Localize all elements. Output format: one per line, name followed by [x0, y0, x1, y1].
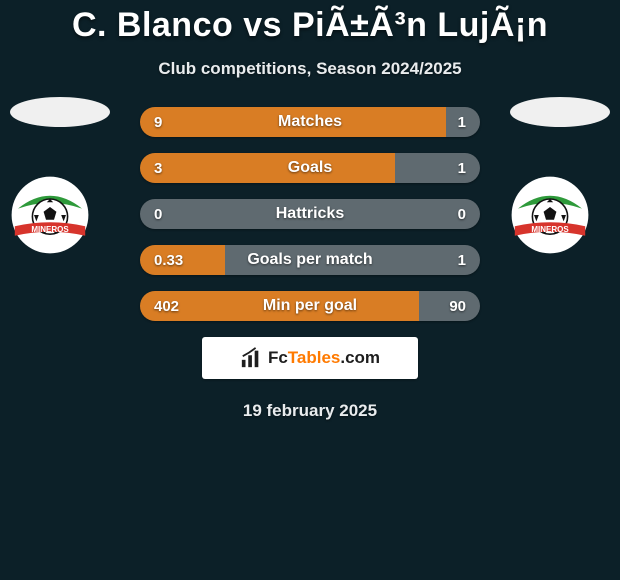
stat-bar-right [446, 107, 480, 137]
svg-text:MINEROS: MINEROS [531, 225, 569, 234]
stat-bar-left [140, 245, 225, 275]
subtitle: Club competitions, Season 2024/2025 [0, 59, 620, 79]
stat-row: 91Matches [140, 107, 480, 137]
stat-bar-left [140, 291, 419, 321]
stat-row: 0.331Goals per match [140, 245, 480, 275]
stat-bar-right [419, 291, 480, 321]
brand-part-a: Fc [268, 348, 288, 367]
svg-text:MINEROS: MINEROS [31, 225, 69, 234]
chart-icon [240, 347, 262, 369]
crest-left: MINEROS [10, 175, 90, 255]
player-left-portrait [10, 97, 110, 127]
stat-bar-right [140, 199, 480, 229]
brand-box: FcTables.com [202, 337, 418, 379]
brand-part-b: Tables [288, 348, 341, 367]
stat-row: 31Goals [140, 153, 480, 183]
player-left-slot: MINEROS [10, 97, 110, 260]
stat-row: 00Hattricks [140, 199, 480, 229]
page-title: C. Blanco vs PiÃ±Ã³n LujÃ¡n [0, 6, 620, 45]
comparison-block: MINEROS MINEROS [0, 107, 620, 421]
stat-bar-left [140, 107, 446, 137]
player-right-portrait [510, 97, 610, 127]
brand-part-c: .com [340, 348, 380, 367]
brand-text: FcTables.com [268, 348, 380, 368]
stat-bar-left [140, 153, 395, 183]
stat-row: 40290Min per goal [140, 291, 480, 321]
stat-bar-right [395, 153, 480, 183]
stats-bars: 91Matches 31Goals 00Hattricks 0.331Goals pe… [140, 107, 480, 321]
date-label: 19 february 2025 [0, 401, 620, 421]
stat-bar-right [225, 245, 480, 275]
player-right-slot: MINEROS [510, 97, 610, 260]
crest-right: MINEROS [510, 175, 590, 255]
